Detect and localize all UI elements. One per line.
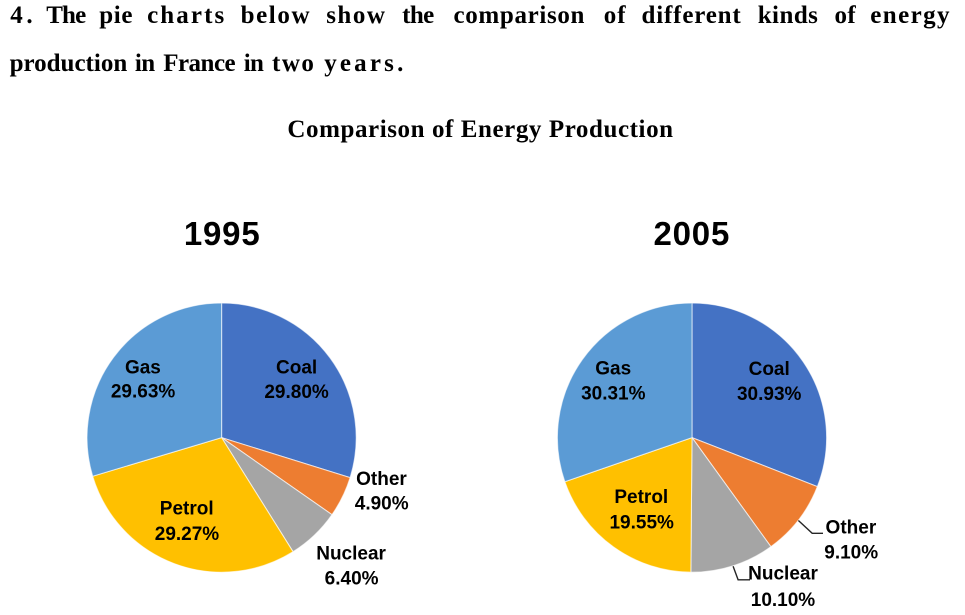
svg-text:4.90%: 4.90% xyxy=(355,494,409,515)
svg-text:Other: Other xyxy=(826,518,877,539)
svg-text:29.80%: 29.80% xyxy=(264,382,329,403)
svg-text:Nuclear: Nuclear xyxy=(316,544,386,565)
svg-text:Nuclear: Nuclear xyxy=(748,564,818,585)
svg-text:Petrol: Petrol xyxy=(160,498,214,519)
svg-text:Petrol: Petrol xyxy=(614,487,668,508)
svg-text:Coal: Coal xyxy=(749,359,790,380)
svg-text:Other: Other xyxy=(356,469,407,490)
svg-text:Gas: Gas xyxy=(595,358,631,379)
svg-text:Gas: Gas xyxy=(125,358,161,379)
svg-text:19.55%: 19.55% xyxy=(609,512,674,533)
svg-text:29.27%: 29.27% xyxy=(155,524,220,545)
svg-text:10.10%: 10.10% xyxy=(751,590,816,611)
svg-text:9.10%: 9.10% xyxy=(824,542,878,563)
svg-text:30.31%: 30.31% xyxy=(581,383,646,404)
svg-text:30.93%: 30.93% xyxy=(737,384,802,405)
svg-text:29.63%: 29.63% xyxy=(111,382,176,403)
svg-text:6.40%: 6.40% xyxy=(325,568,379,589)
svg-text:Coal: Coal xyxy=(276,358,317,379)
